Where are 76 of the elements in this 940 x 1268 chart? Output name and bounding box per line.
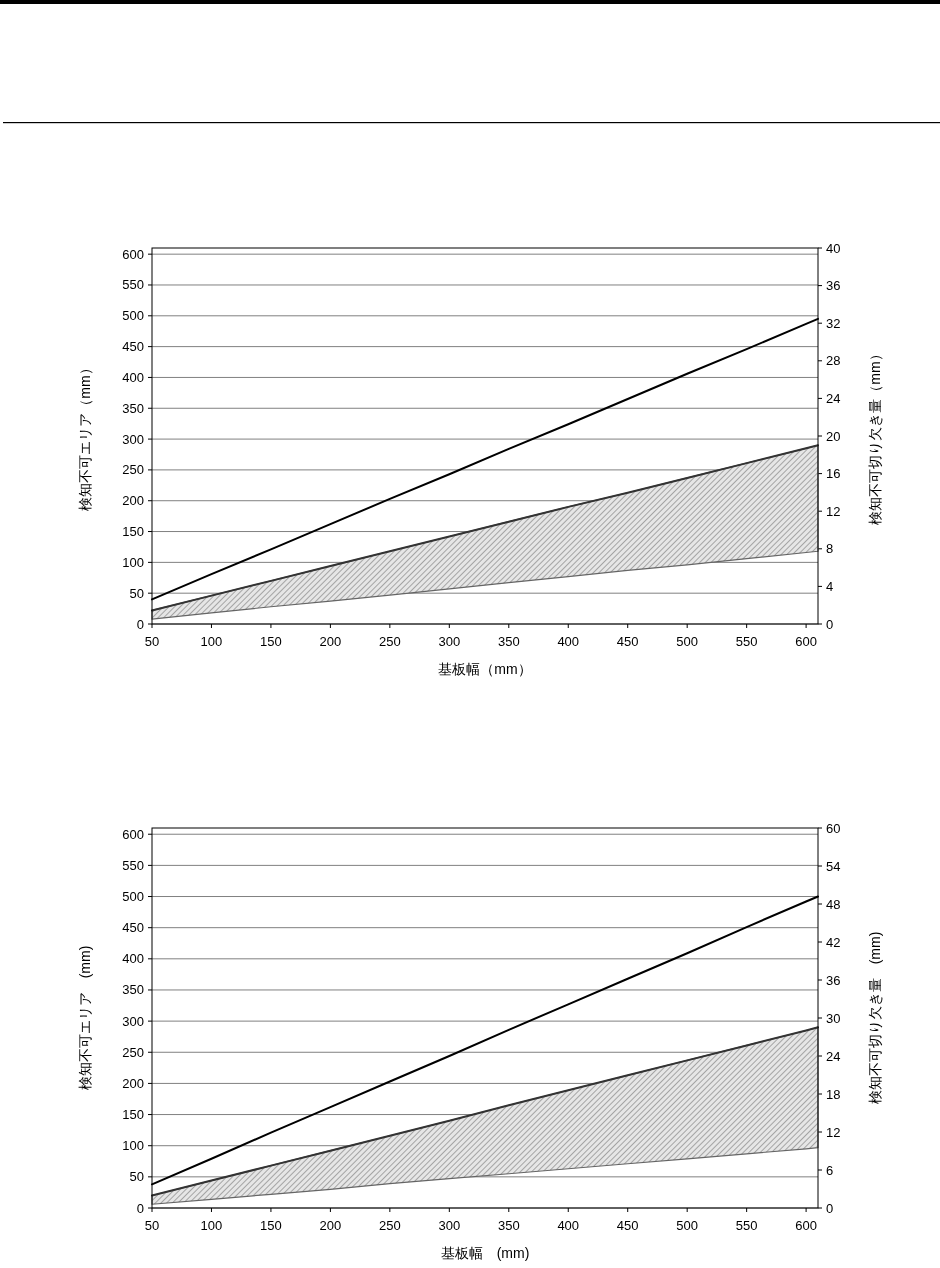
y-tick-label: 450	[122, 339, 144, 355]
x-tick-label: 550	[735, 634, 758, 649]
y2-tick-label: 24	[826, 1048, 841, 1064]
y2-axis-title: 検知不可切り欠き量 (mm)	[867, 931, 883, 1105]
y-tick-label: 50	[129, 1169, 144, 1185]
y2-tick-label: 6	[826, 1162, 834, 1178]
x-tick-label: 550	[735, 1218, 758, 1233]
x-tick-label: 450	[616, 634, 639, 649]
x-tick-label: 200	[319, 634, 342, 649]
y-tick-label: 500	[122, 889, 144, 905]
x-tick-label: 100	[200, 1218, 223, 1233]
y2-tick-label: 28	[826, 353, 841, 369]
y-axis-title: 検知不可エリア (mm)	[77, 945, 93, 1091]
y-tick-label: 350	[122, 400, 144, 416]
y2-tick-label: 16	[826, 466, 841, 482]
y-tick-label: 550	[122, 277, 144, 293]
x-tick-label: 500	[676, 634, 699, 649]
x-axis-title: 基板幅 (mm)	[440, 1245, 530, 1261]
y2-tick-label: 48	[826, 896, 841, 912]
x-tick-label: 600	[795, 634, 817, 649]
y2-axis-title: 検知不可切り欠き量（mm）	[867, 347, 883, 525]
y-tick-label: 150	[122, 524, 144, 540]
x-tick-label: 200	[319, 1218, 342, 1233]
y2-tick-label: 24	[826, 390, 841, 406]
y2-tick-label: 30	[826, 1010, 841, 1026]
y2-tick-label: 36	[826, 278, 841, 294]
x-tick-label: 450	[616, 1218, 639, 1233]
x-tick-label: 150	[260, 634, 282, 649]
y-tick-label: 300	[122, 1013, 144, 1029]
y-tick-label: 600	[122, 826, 144, 842]
y-tick-label: 450	[122, 920, 144, 936]
x-tick-label: 400	[557, 634, 580, 649]
y2-tick-label: 12	[826, 1124, 841, 1140]
x-tick-label: 300	[438, 1218, 461, 1233]
y2-tick-label: 32	[826, 315, 841, 331]
y-tick-label: 100	[122, 1138, 144, 1154]
y-tick-label: 300	[122, 431, 144, 447]
y2-tick-label: 42	[826, 934, 841, 950]
y-tick-label: 350	[122, 982, 144, 998]
y2-tick-label: 36	[826, 972, 841, 988]
x-tick-label: 350	[497, 634, 520, 649]
x-tick-label: 600	[795, 1218, 817, 1233]
y-tick-label: 550	[122, 857, 144, 873]
y-tick-label: 500	[122, 308, 144, 324]
x-tick-label: 300	[438, 634, 461, 649]
y-tick-label: 400	[122, 369, 144, 385]
y-tick-label: 250	[122, 1044, 144, 1060]
y-tick-label: 250	[122, 462, 144, 478]
y2-tick-label: 60	[826, 820, 841, 836]
y2-tick-label: 0	[826, 1200, 834, 1216]
y2-tick-label: 54	[826, 858, 841, 874]
y-tick-label: 100	[122, 554, 144, 570]
x-tick-label: 250	[379, 634, 401, 649]
y-tick-label: 50	[129, 585, 144, 601]
x-axis-title: 基板幅（mm）	[438, 661, 532, 677]
x-tick-label: 100	[200, 634, 223, 649]
y-axis-title: 検知不可エリア（mm）	[77, 361, 93, 511]
y-tick-label: 0	[136, 616, 144, 632]
y-tick-label: 150	[122, 1107, 144, 1123]
y2-tick-label: 4	[826, 578, 834, 594]
y2-tick-label: 0	[826, 616, 834, 632]
y2-tick-label: 18	[826, 1086, 841, 1102]
x-tick-label: 400	[557, 1218, 580, 1233]
y-tick-label: 200	[122, 493, 144, 509]
y2-tick-label: 40	[826, 240, 841, 256]
x-tick-label: 500	[676, 1218, 699, 1233]
x-tick-label: 350	[497, 1218, 520, 1233]
y2-tick-label: 8	[826, 541, 834, 557]
y2-tick-label: 12	[826, 503, 841, 519]
x-tick-label: 150	[260, 1218, 282, 1233]
x-tick-label: 250	[379, 1218, 401, 1233]
y2-tick-label: 20	[826, 428, 841, 444]
y-tick-label: 400	[122, 951, 144, 967]
y-tick-label: 200	[122, 1075, 144, 1091]
y-tick-label: 600	[122, 246, 144, 262]
y-tick-label: 0	[136, 1200, 144, 1216]
